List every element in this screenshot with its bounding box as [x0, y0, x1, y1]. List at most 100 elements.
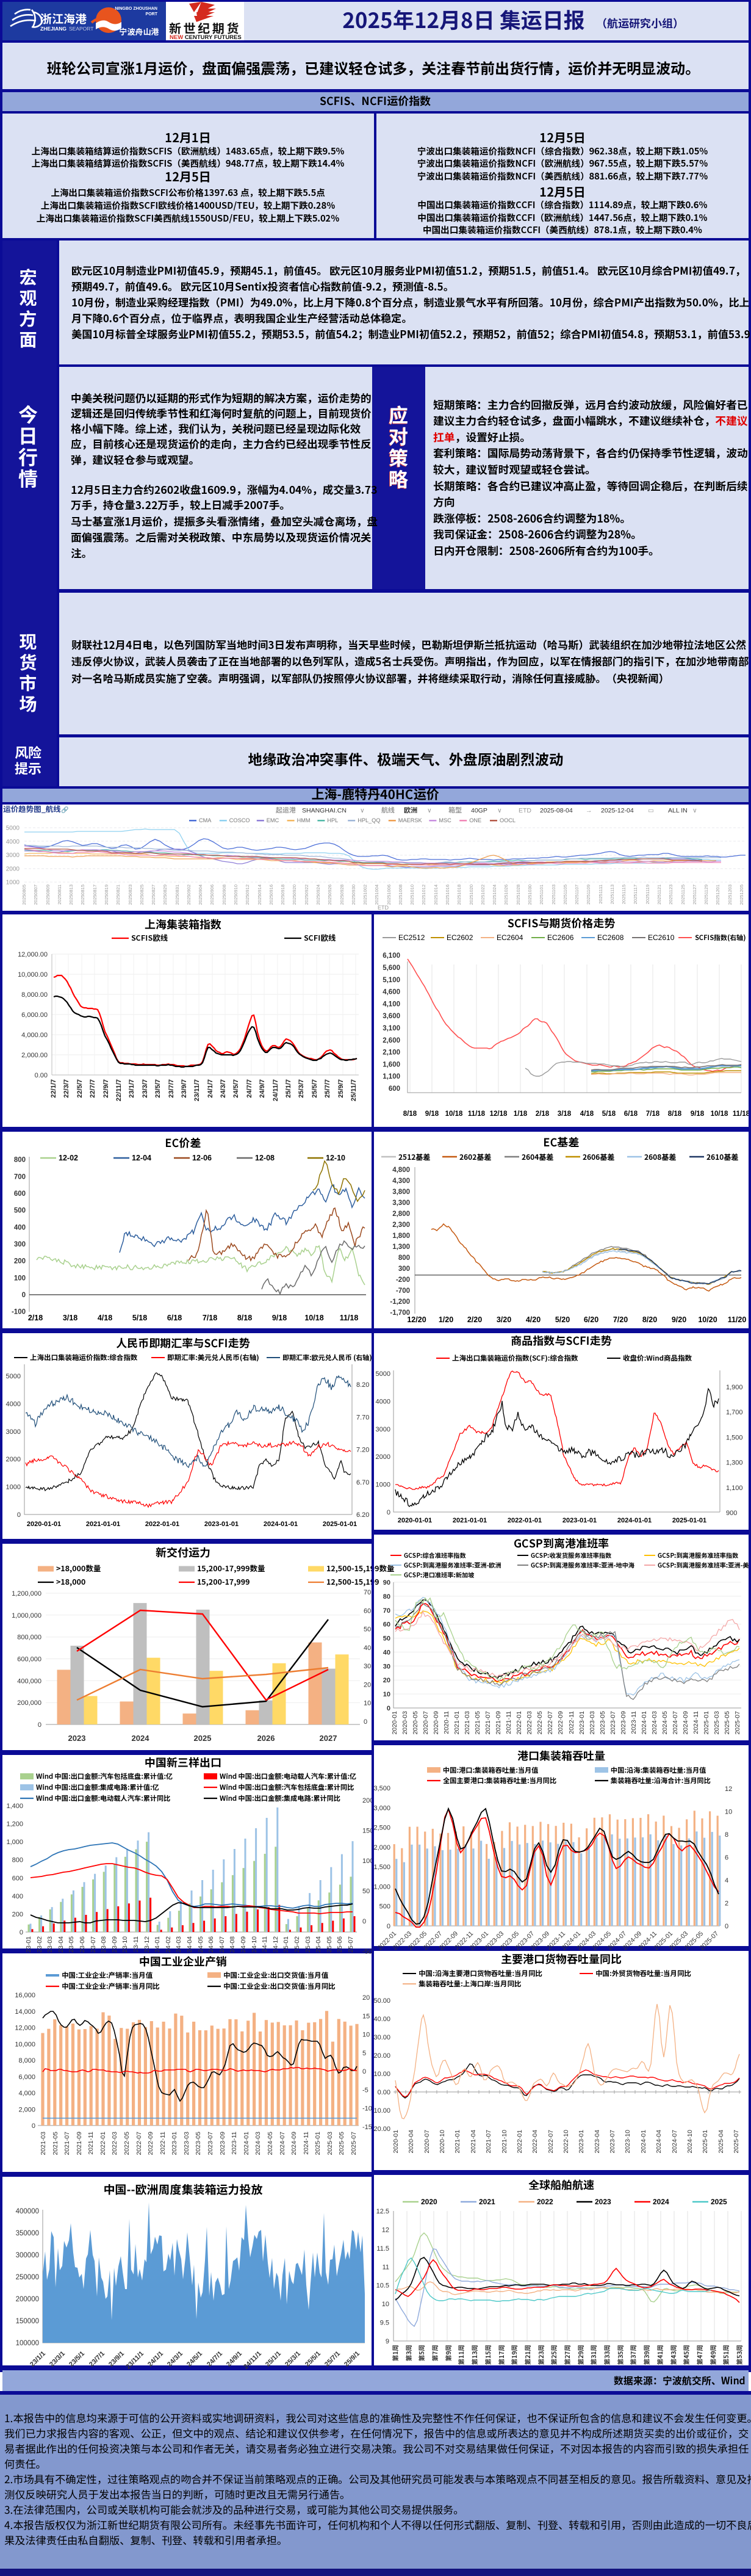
svg-text:第33周: 第33周 [603, 2345, 612, 2365]
svg-text:2022-01: 2022-01 [516, 2130, 523, 2154]
svg-text:第13周: 第13周 [470, 2345, 480, 2365]
svg-text:美国10月标普全球服务业PMI初值55.2，预期53.5，前: 美国10月标普全球服务业PMI初值55.2，预期53.5，前值54.2；制造业P… [71, 326, 750, 341]
svg-text:2021: 2021 [479, 2198, 495, 2206]
svg-text:24/1/7: 24/1/7 [207, 1079, 214, 1098]
svg-text:200: 200 [12, 1911, 23, 1918]
svg-text:24-11: 24-11 [261, 1936, 268, 1952]
svg-text:150: 150 [362, 1828, 373, 1835]
svg-text:24-08: 24-08 [229, 1936, 236, 1953]
svg-text:1,600: 1,600 [383, 1061, 400, 1068]
svg-text:▭: ▭ [648, 807, 654, 814]
svg-text:8/20: 8/20 [642, 1315, 657, 1324]
svg-text:2021-05: 2021-05 [52, 2132, 59, 2155]
svg-text:3000: 3000 [6, 852, 20, 859]
svg-text:2022-01: 2022-01 [99, 2132, 107, 2155]
svg-text:2023-03: 2023-03 [183, 2132, 190, 2155]
svg-text:6/20: 6/20 [584, 1315, 598, 1324]
svg-text:24-01: 24-01 [154, 1936, 161, 1953]
svg-text:0: 0 [387, 1705, 390, 1712]
svg-text:EMC: EMC [267, 817, 279, 823]
svg-text:20251026: 20251026 [503, 885, 509, 905]
svg-text:Wind 中国:出口金额:电动载人汽车:累计同比: Wind 中国:出口金额:电动载人汽车:累计同比 [36, 1793, 170, 1803]
svg-text:20251016: 20251016 [445, 885, 450, 905]
svg-text:上海出口集装箱运价指数SCFI公布价格1397.63 点，较: 上海出口集装箱运价指数SCFI公布价格1397.63 点，较上期下跌5.5点 [51, 186, 325, 199]
svg-text:2021-09: 2021-09 [495, 1711, 502, 1735]
svg-text:40.00: 40.00 [373, 2016, 390, 2023]
svg-text:20250930: 20250930 [351, 885, 356, 905]
svg-text:20250906: 20250906 [209, 885, 215, 905]
svg-text:0: 0 [32, 2122, 35, 2130]
svg-text:20251030: 20251030 [527, 885, 533, 905]
svg-text:1000: 1000 [376, 1482, 390, 1489]
svg-text:1.本报告中的信息均来源于可信的公开资料或实地调研资料，我公: 1.本报告中的信息均来源于可信的公开资料或实地调研资料，我公司对这些信息的准确性… [4, 2410, 751, 2425]
svg-text:4: 4 [725, 1877, 728, 1884]
svg-text:8/18: 8/18 [668, 1110, 682, 1118]
svg-text:6/18: 6/18 [167, 1314, 182, 1322]
svg-text:2,600: 2,600 [383, 1037, 400, 1044]
svg-text:上海出口集装箱运价指数SCFI欧线价格1400USD/TEU: 上海出口集装箱运价指数SCFI欧线价格1400USD/TEU，较上期下跌0.28… [41, 199, 336, 212]
svg-text:GCSP:港口准班率:新加坡: GCSP:港口准班率:新加坡 [404, 1570, 475, 1579]
svg-text:12月1日: 12月1日 [165, 128, 210, 146]
svg-text:测仅反映研究人员于发出本报告当日的判断，可随时更改且无需另行: 测仅反映研究人员于发出本报告当日的判断，可随时更改且无需另行通告。 [4, 2486, 350, 2502]
svg-text:900: 900 [726, 1510, 737, 1517]
svg-text:25/1/7: 25/1/7 [285, 1079, 292, 1098]
svg-text:2022-03: 2022-03 [111, 2132, 118, 2155]
svg-text:-15: -15 [362, 2124, 372, 2131]
svg-text:20251115: 20251115 [621, 885, 627, 904]
svg-text:25-02: 25-02 [293, 1936, 301, 1953]
svg-text:注。: 注。 [71, 546, 92, 561]
svg-text:1,900: 1,900 [726, 1384, 743, 1391]
svg-text:20250817: 20250817 [92, 885, 98, 905]
svg-text:10: 10 [383, 1691, 390, 1698]
svg-text:方: 方 [19, 305, 37, 331]
svg-text:2512基差: 2512基差 [398, 1152, 430, 1162]
svg-text:全国主要港口:集装箱吞吐量:当月同比: 全国主要港口:集装箱吞吐量:当月同比 [443, 1776, 556, 1785]
svg-text:23-02: 23-02 [36, 1936, 43, 1953]
svg-text:4.本报告版权仅为浙江新世纪期货有限公司所有。未经事先书面许: 4.本报告版权仅为浙江新世纪期货有限公司所有。未经事先书面许可，任何机构和个人不… [4, 2517, 751, 2532]
svg-text:2025年12月8日 集运日报: 2025年12月8日 集运日报 [342, 4, 585, 35]
svg-text:第39周: 第39周 [642, 2345, 652, 2365]
svg-text:20251018: 20251018 [456, 885, 462, 905]
svg-text:30.00: 30.00 [373, 2034, 390, 2041]
svg-text:上海出口集装箱运价指数SCFI美西航线1550USD/FEU: 上海出口集装箱运价指数SCFI美西航线1550USD/FEU，较上期上下跌5.0… [37, 212, 340, 225]
svg-text:9/18: 9/18 [691, 1110, 705, 1118]
svg-text:日: 日 [18, 421, 38, 449]
svg-text:0: 0 [362, 1918, 366, 1925]
svg-text:24/7/7: 24/7/7 [246, 1079, 253, 1098]
svg-text:20251101: 20251101 [539, 885, 544, 905]
svg-text:20251012: 20251012 [421, 885, 426, 905]
svg-text:2,100: 2,100 [383, 1049, 400, 1057]
svg-text:逻辑还是回归传统季节性和红海何时复航的问题上，目前现货价: 逻辑还是回归传统季节性和红海何时复航的问题上，目前现货价 [71, 406, 372, 421]
svg-text:EC2512: EC2512 [398, 933, 425, 942]
svg-text:2024-07: 2024-07 [671, 2130, 678, 2154]
svg-text:第37周: 第37周 [629, 2345, 638, 2365]
svg-text:新交付运力: 新交付运力 [156, 1544, 210, 1560]
svg-text:15,200-17,999数量: 15,200-17,999数量 [197, 1562, 265, 1574]
svg-text:ZHEJIANG: ZHEJIANG [40, 26, 66, 32]
svg-text:中国出口集装箱运价指数CCFI（综合指数）1114.89点，: 中国出口集装箱运价指数CCFI（综合指数）1114.89点，较上期下跌0.6% [417, 198, 707, 211]
svg-text:20251205: 20251205 [739, 885, 744, 905]
svg-text:2024-07: 2024-07 [672, 1711, 679, 1735]
svg-text:第29周: 第29周 [577, 2345, 586, 2365]
svg-text:20251103: 20251103 [551, 885, 556, 905]
svg-text:1,300: 1,300 [726, 1460, 743, 1467]
svg-text:4/20: 4/20 [526, 1315, 541, 1324]
svg-text:SCFI欧线: SCFI欧线 [304, 932, 336, 943]
svg-text:22/5/7: 22/5/7 [76, 1079, 84, 1098]
svg-text:10.5: 10.5 [376, 2282, 389, 2290]
svg-text:2,000: 2,000 [18, 2106, 35, 2113]
svg-text:短期策略：主力合约回撤反弹，远月合约波动放缓，风险偏好者已: 短期策略：主力合约回撤反弹，远月合约波动放缓，风险偏好者已 [433, 397, 748, 413]
svg-text:9: 9 [386, 2338, 389, 2345]
svg-text:2606基差: 2606基差 [583, 1152, 614, 1162]
svg-text:-20.00: -20.00 [372, 2126, 390, 2133]
svg-text:23-05: 23-05 [68, 1936, 75, 1953]
svg-text:8/18: 8/18 [237, 1314, 252, 1322]
svg-text:2023-09: 2023-09 [620, 1711, 627, 1735]
svg-text:60: 60 [383, 1621, 390, 1629]
svg-text:2023: 2023 [595, 2198, 611, 2206]
svg-text:略: 略 [389, 465, 408, 493]
svg-text:6.70: 6.70 [356, 1479, 369, 1486]
svg-text:9/20: 9/20 [672, 1315, 686, 1324]
svg-text:23-09: 23-09 [111, 1936, 118, 1953]
svg-text:EC2606: EC2606 [547, 933, 574, 942]
